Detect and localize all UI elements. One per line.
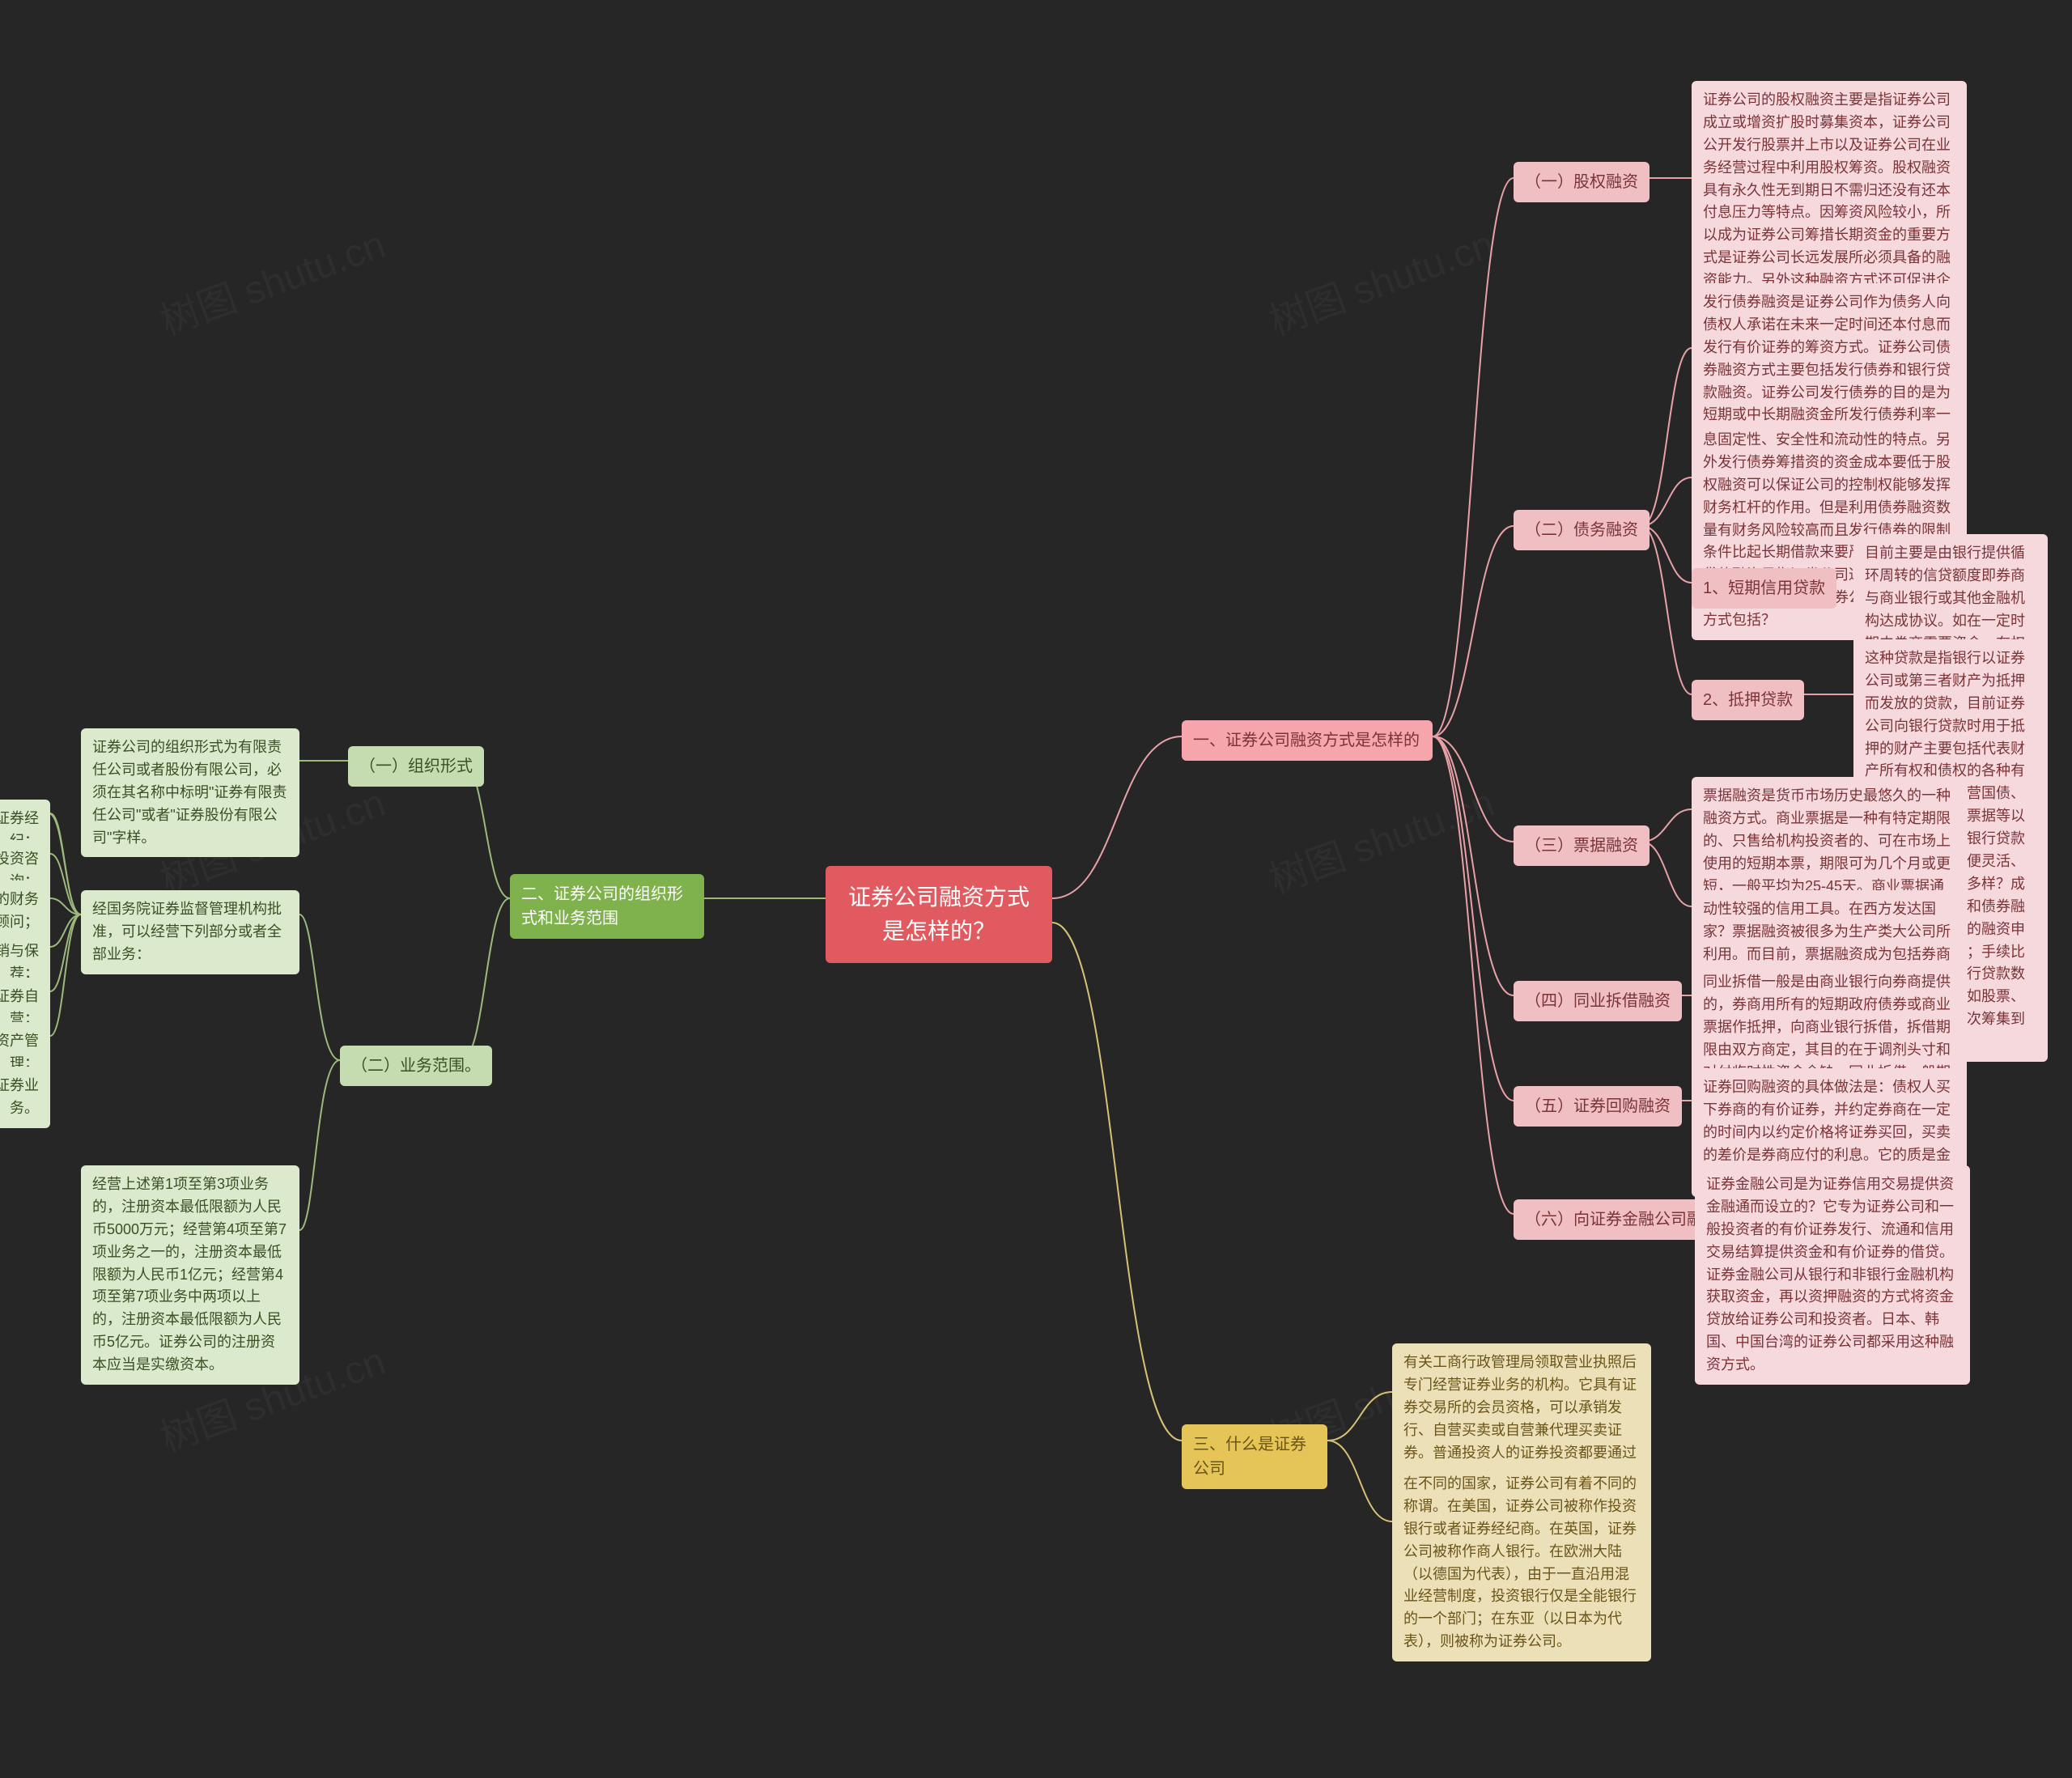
repo-label: （五）证券回购融资 xyxy=(1514,1086,1682,1127)
biz-item-7: 7、其他证券业务。 xyxy=(0,1067,50,1128)
biz-scope-label: （二）业务范围。 xyxy=(340,1046,492,1086)
debt-financing-label: （二）债务融资 xyxy=(1514,510,1650,550)
short-credit-label: 1、短期信用贷款 xyxy=(1692,568,1836,609)
section1-header: 一、证券公司融资方式是怎样的 xyxy=(1182,720,1433,761)
watermark: 树图 shutu.cn xyxy=(1260,212,1501,346)
org-form-text: 证券公司的组织形式为有限责任公司或者股份有限公司，必须在其名称中标明"证券有限责… xyxy=(81,728,299,857)
equity-financing-label: （一）股权融资 xyxy=(1514,162,1650,202)
watermark: 树图 shutu.cn xyxy=(151,212,392,346)
mortgage-label: 2、抵押贷款 xyxy=(1692,680,1804,720)
watermark: 树图 shutu.cn xyxy=(1260,770,1501,904)
biz-scope-capital: 经营上述第1项至第3项业务的，注册资本最低限额为人民币5000万元；经营第4项至… xyxy=(81,1165,299,1385)
notes-financing-label: （三）票据融资 xyxy=(1514,825,1650,866)
interbank-label: （四）同业拆借融资 xyxy=(1514,981,1682,1021)
section2-header: 二、证券公司的组织形式和业务范围 xyxy=(510,874,704,939)
secfin-text: 证券金融公司是为证券信用交易提供资金融通而设立的？它专为证券公司和一般投资者的有… xyxy=(1695,1165,1970,1385)
section3-header: 三、什么是证券公司 xyxy=(1182,1424,1327,1489)
org-form-label: （一）组织形式 xyxy=(348,746,484,787)
root-node: 证券公司融资方式是怎样的？ xyxy=(826,866,1052,963)
section3-p2: 在不同的国家，证券公司有着不同的称谓。在美国，证券公司被称作投资银行或者证券经纪… xyxy=(1392,1465,1651,1661)
biz-scope-intro: 经国务院证券监督管理机构批准，可以经营下列部分或者全部业务： xyxy=(81,890,299,974)
